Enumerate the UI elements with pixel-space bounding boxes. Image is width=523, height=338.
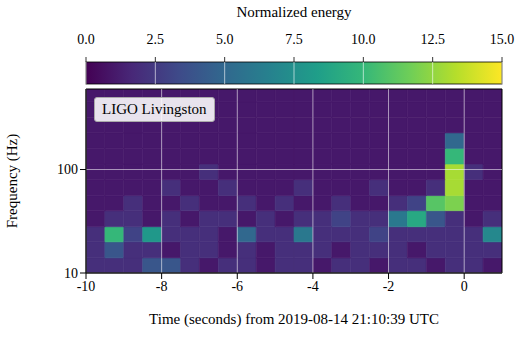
- svg-text:5.0: 5.0: [216, 32, 234, 47]
- svg-text:0.0: 0.0: [77, 32, 95, 47]
- svg-text:15.0: 15.0: [490, 32, 515, 47]
- html-text:LIGO Livingston: LIGO Livingston: [102, 101, 207, 117]
- svg-text:0: 0: [461, 279, 468, 294]
- svg-text:-8: -8: [156, 279, 168, 294]
- svg-text:-6: -6: [231, 279, 243, 294]
- svg-text:10: 10: [64, 266, 78, 281]
- svg-text:7.5: 7.5: [285, 32, 303, 47]
- svg-text:12.5: 12.5: [420, 32, 445, 47]
- svg-text:Time (seconds) from 2019-08-14: Time (seconds) from 2019-08-14 21:10:39 …: [149, 311, 439, 328]
- svg-text:-10: -10: [77, 279, 96, 294]
- svg-text:2.5: 2.5: [147, 32, 165, 47]
- svg-text:-2: -2: [383, 279, 395, 294]
- svg-text:100: 100: [57, 162, 78, 177]
- svg-text:Normalized energy: Normalized energy: [236, 4, 352, 20]
- svg-text:-4: -4: [307, 279, 319, 294]
- svg-text:Frequency (Hz): Frequency (Hz): [4, 134, 21, 229]
- svg-text:10.0: 10.0: [351, 32, 376, 47]
